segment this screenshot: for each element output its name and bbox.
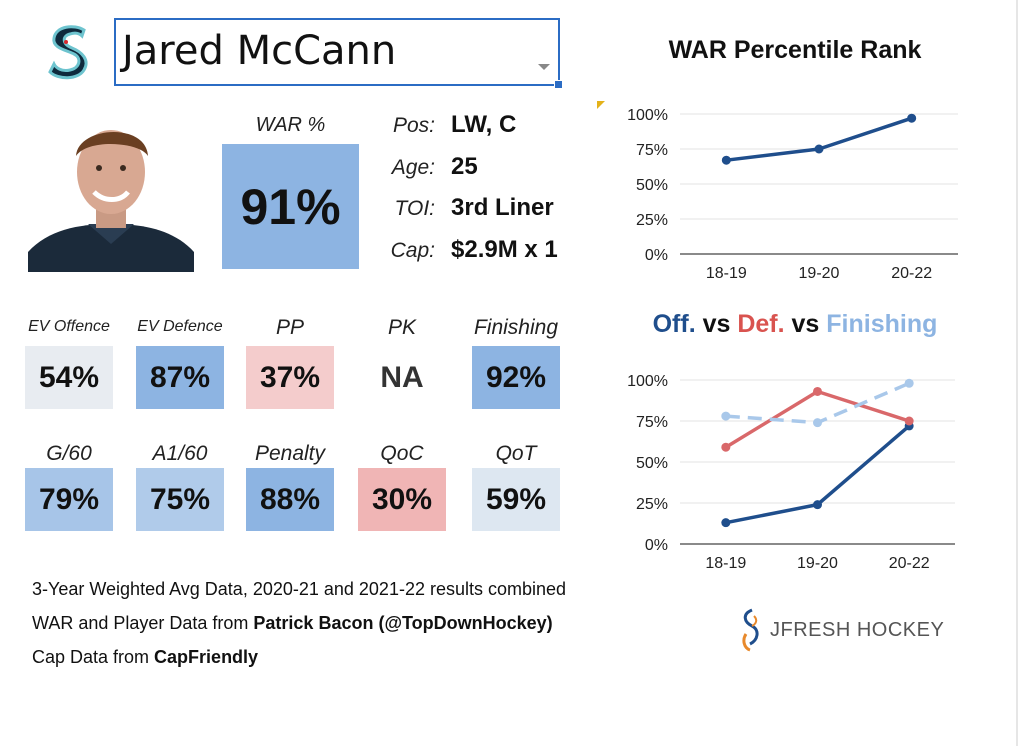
x-tick-label: 19-20 [797,555,838,572]
footer-line-2: WAR and Player Data from Patrick Bacon (… [32,606,566,640]
data-point [904,378,914,388]
footer-line-2-source: Patrick Bacon (@TopDownHockey) [253,613,553,633]
y-tick-label: 100% [627,373,668,390]
tile-label-pp: PP [275,316,304,339]
footer-line-1: 3-Year Weighted Avg Data, 2020-21 and 20… [32,579,567,599]
x-tick-label: 19-20 [799,265,840,282]
y-tick-label: 75% [636,414,668,431]
brand-text: JFRESH HOCKEY [770,618,945,641]
data-point [907,113,917,123]
brand-logo: JFRESH HOCKEY [738,608,944,652]
player-name: Jared McCann [122,28,397,74]
info-value-cap: $2.9M x 1 [451,236,558,263]
tile-label-a160: A1/60 [152,442,208,465]
y-tick-label: 50% [636,455,668,472]
tile-g60: 79% [25,468,113,531]
tile-pk: NA [358,346,446,409]
comment-marker-icon [597,101,605,109]
tile-ev-offence: 54% [25,346,113,409]
y-tick-label: 25% [636,212,668,229]
chart-title-off-def-finishing: Off. vs Def. vs Finishing [640,310,950,339]
tile-finishing: 92% [472,346,560,409]
info-label-toi: TOI: [394,197,435,220]
info-value-pos: LW, C [451,111,517,138]
chart-title-war-percentile: WAR Percentile Rank [668,36,922,64]
y-tick-label: 100% [627,107,668,124]
footer-line-2-prefix: WAR and Player Data from [32,613,254,633]
chart-title-part-2: Def. [737,310,785,338]
chart-war-percentile: 0% 25% 50% 75% 100% 18-19 19-20 20-22 [627,107,958,282]
war-percent-label: WAR % [255,114,326,136]
x-tick-label: 20-22 [891,265,932,282]
tile-a160: 75% [136,468,224,531]
y-tick-label: 0% [645,247,668,264]
data-point [813,386,822,396]
player-select[interactable]: Jared McCann [114,18,563,89]
x-tick-label: 20-22 [889,555,930,572]
data-point [904,416,914,426]
selection-handle[interactable] [554,80,563,89]
tile-pp: 37% [246,346,334,409]
data-point [721,155,731,165]
tile-qoc: 30% [358,468,446,531]
info-value-age: 25 [451,153,478,180]
info-label-cap: Cap: [390,239,435,262]
player-headshot [28,112,194,272]
war-percent-box: 91% [222,144,359,269]
chart-title-part-1: vs [695,310,738,338]
tile-label-penalty: Penalty [254,442,326,465]
chevron-down-icon[interactable] [538,64,550,70]
data-point [721,411,731,421]
y-tick-label: 0% [645,537,668,554]
y-tick-label: 25% [636,496,668,513]
data-point [813,418,822,428]
y-tick-label: 75% [636,142,668,159]
data-point [814,144,824,154]
series-line-0 [726,116,913,162]
tile-label-finishing: Finishing [473,316,559,339]
x-tick-label: 18-19 [705,555,746,572]
tile-penalty: 88% [246,468,334,531]
chart-title-part-3: vs [784,310,827,338]
info-value-toi: 3rd Liner [451,194,554,221]
footer-line-3-source: CapFriendly [154,647,259,667]
chart-title-part-4: Finishing [826,310,938,338]
jfresh-logo-icon [742,608,759,652]
tile-label-g60: G/60 [46,442,92,465]
panel-divider [1016,0,1018,746]
tile-qot: 59% [472,468,560,531]
tile-label-qoc: QoC [380,442,424,465]
data-point [721,518,731,528]
tile-label-ev-defence: EV Defence [137,318,223,335]
war-percent-value: 91% [240,178,341,235]
data-point [721,442,731,452]
tile-label-qot: QoT [495,442,537,465]
info-label-age: Age: [391,156,435,179]
x-tick-label: 18-19 [706,265,747,282]
tile-ev-defence: 87% [136,346,224,409]
footer-line-3: Cap Data from CapFriendly [32,640,566,674]
data-point [813,500,822,510]
y-tick-label: 50% [636,177,668,194]
tile-label-pk: PK [387,316,416,339]
team-logo-icon [48,25,88,80]
info-label-pos: Pos: [392,114,435,137]
footer-line-3-prefix: Cap Data from [32,647,155,667]
footer-credits: 3-Year Weighted Avg Data, 2020-21 and 20… [32,572,566,674]
chart-title-part-0: Off. [652,310,696,338]
chart-off-def-finishing: 0% 25% 50% 75% 100% 18-19 19-20 20-22 [627,373,955,572]
tile-label-ev-offence: EV Offence [28,318,110,335]
